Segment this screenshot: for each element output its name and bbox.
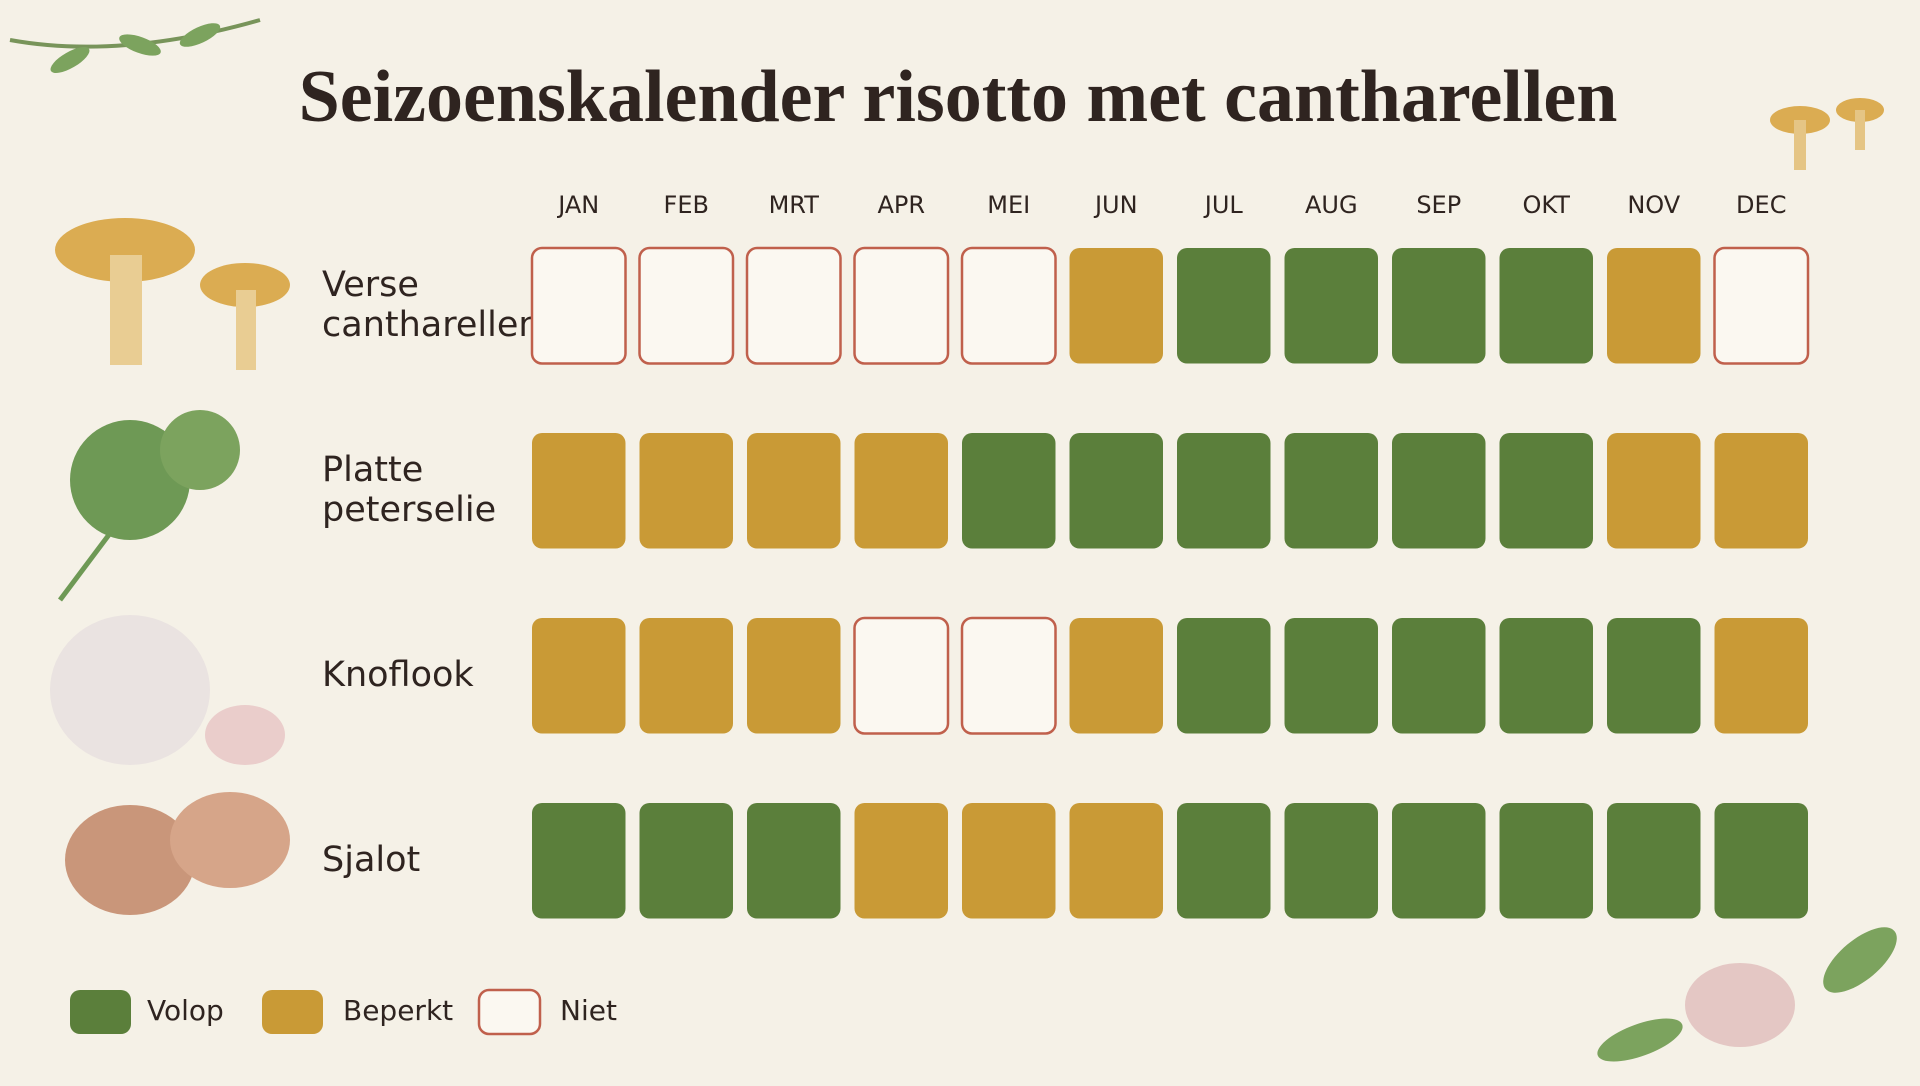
calendar-cell xyxy=(1392,248,1486,364)
month-label: AUG xyxy=(1305,191,1358,219)
row-label: peterselie xyxy=(322,490,496,530)
legend-label: Volop xyxy=(147,994,224,1027)
calendar-cell xyxy=(1714,618,1808,734)
calendar-cell xyxy=(747,433,841,549)
calendar-cell xyxy=(1607,803,1701,919)
month-label: JAN xyxy=(556,191,599,219)
row-label: cantharellen xyxy=(322,305,541,345)
calendar-cell xyxy=(960,246,1057,365)
month-label: NOV xyxy=(1627,191,1680,219)
calendar-cell xyxy=(1284,618,1378,734)
calendar-cell xyxy=(1499,248,1593,364)
calendar-cell xyxy=(1177,248,1271,364)
row-label: Platte xyxy=(322,450,423,490)
legend-swatch xyxy=(262,990,323,1034)
calendar-cell xyxy=(1069,248,1163,364)
calendar-cell xyxy=(639,803,733,919)
row-label: Verse xyxy=(322,265,419,305)
calendar-cell xyxy=(747,803,841,919)
month-label: FEB xyxy=(664,191,709,219)
calendar-cell xyxy=(1499,618,1593,734)
month-label: OKT xyxy=(1523,191,1571,219)
calendar-cell xyxy=(854,803,948,919)
legend-swatch xyxy=(70,990,131,1034)
row-label: Sjalot xyxy=(322,840,420,880)
calendar-cell xyxy=(639,433,733,549)
month-label: JUN xyxy=(1093,191,1138,219)
month-label: DEC xyxy=(1736,191,1786,219)
month-label: JUL xyxy=(1203,191,1244,219)
calendar-cell xyxy=(530,246,627,365)
calendar-cell xyxy=(1499,803,1593,919)
calendar-cell xyxy=(1714,803,1808,919)
calendar-cell xyxy=(1607,433,1701,549)
calendar-cell xyxy=(1069,803,1163,919)
calendar-cell xyxy=(1284,803,1378,919)
month-label: MEI xyxy=(987,191,1030,219)
calendar-cell xyxy=(1392,803,1486,919)
title: Seizoenskalender risotto met cantharelle… xyxy=(299,56,1618,138)
calendar-cell xyxy=(1069,433,1163,549)
calendar-cell xyxy=(962,433,1056,549)
calendar-cell xyxy=(1177,433,1271,549)
calendar-cell xyxy=(960,616,1057,735)
row-label: Knoflook xyxy=(322,655,474,695)
month-label: SEP xyxy=(1416,191,1461,219)
calendar-cell xyxy=(745,246,842,365)
calendar-cell xyxy=(1284,248,1378,364)
legend-swatch xyxy=(477,988,542,1036)
month-label: APR xyxy=(877,191,925,219)
calendar-cell xyxy=(962,803,1056,919)
calendar-cell xyxy=(532,803,626,919)
calendar-cell xyxy=(853,246,950,365)
calendar-cell xyxy=(1284,433,1378,549)
calendar-cell xyxy=(1177,618,1271,734)
calendar-cell xyxy=(1499,433,1593,549)
calendar-cell xyxy=(532,433,626,549)
legend-label: Niet xyxy=(560,994,617,1027)
decorations xyxy=(9,18,1897,1062)
calendar-cell xyxy=(639,618,733,734)
calendar-cell xyxy=(1392,618,1486,734)
calendar-cell xyxy=(1177,803,1271,919)
calendar-cell xyxy=(747,618,841,734)
calendar-cell xyxy=(638,246,735,365)
calendar-cell xyxy=(1714,433,1808,549)
calendar-cell xyxy=(853,616,950,735)
calendar-cell xyxy=(1607,618,1701,734)
calendar-cell xyxy=(1607,248,1701,364)
legend-label: Beperkt xyxy=(343,994,453,1027)
calendar-cell xyxy=(1713,246,1810,365)
calendar-cell xyxy=(532,618,626,734)
month-label: MRT xyxy=(769,191,820,219)
calendar-cell xyxy=(1392,433,1486,549)
calendar-cell xyxy=(1069,618,1163,734)
calendar-cell xyxy=(854,433,948,549)
